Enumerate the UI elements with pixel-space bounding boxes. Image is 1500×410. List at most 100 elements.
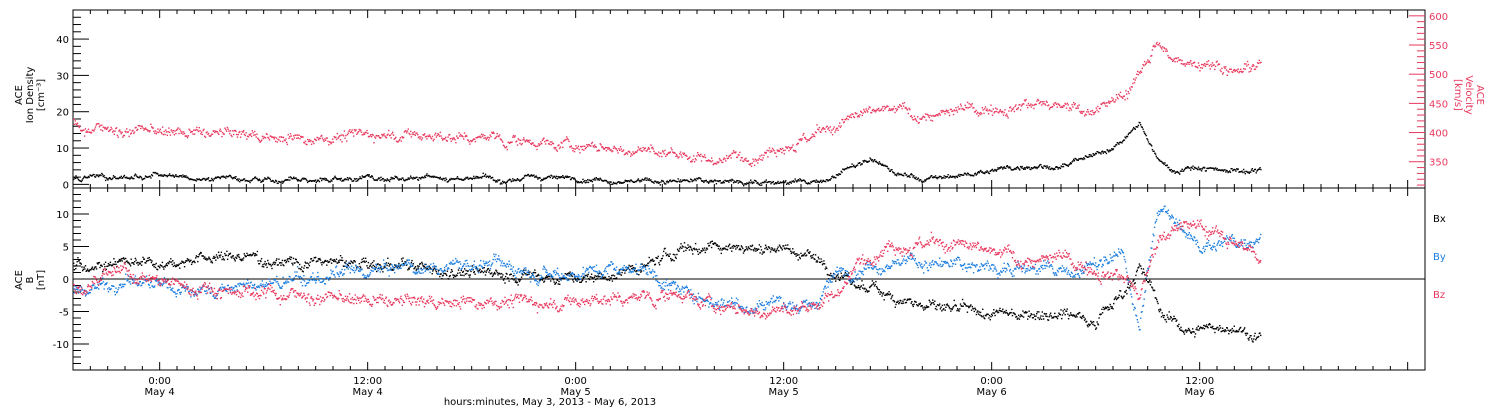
velocity-point bbox=[1186, 61, 1189, 64]
bx-point bbox=[926, 306, 928, 309]
bx-point bbox=[584, 274, 587, 277]
bx-point bbox=[715, 244, 718, 247]
velocity-point bbox=[722, 158, 725, 161]
velocity-point bbox=[1077, 107, 1079, 109]
velocity-point bbox=[535, 145, 537, 148]
bx-point bbox=[749, 245, 752, 247]
bx-point bbox=[235, 257, 238, 259]
density-point bbox=[128, 177, 130, 179]
bx-point bbox=[556, 279, 559, 281]
density-point bbox=[685, 179, 687, 181]
velocity-point bbox=[840, 125, 842, 127]
density-point bbox=[949, 175, 952, 177]
density-point bbox=[528, 175, 530, 177]
velocity-point bbox=[363, 132, 365, 134]
bx-point bbox=[796, 254, 799, 256]
density-point bbox=[591, 181, 594, 183]
bx-point bbox=[341, 257, 343, 259]
density-point bbox=[665, 181, 668, 183]
bx-point bbox=[663, 250, 665, 253]
velocity-point bbox=[944, 113, 946, 115]
velocity-point bbox=[335, 136, 337, 138]
bx-point bbox=[848, 272, 850, 274]
bx-point bbox=[302, 271, 304, 273]
bx-point bbox=[450, 269, 453, 271]
bx-point bbox=[779, 245, 781, 248]
density-point bbox=[477, 177, 480, 179]
bx-point bbox=[546, 276, 548, 279]
velocity-point bbox=[95, 124, 97, 126]
bx-point bbox=[554, 282, 557, 285]
velocity-point bbox=[305, 143, 307, 145]
velocity-point bbox=[174, 130, 176, 132]
velocity-point bbox=[1161, 46, 1164, 48]
density-point bbox=[383, 180, 385, 182]
velocity-point bbox=[924, 116, 926, 118]
density-point bbox=[626, 180, 629, 183]
density-point bbox=[1112, 148, 1115, 150]
density-point bbox=[442, 177, 445, 180]
bx-point bbox=[109, 261, 112, 263]
density-point bbox=[199, 179, 201, 181]
density-point bbox=[765, 179, 767, 181]
density-point bbox=[446, 181, 448, 183]
density-point bbox=[163, 174, 165, 176]
density-point bbox=[362, 176, 364, 178]
velocity-point bbox=[602, 147, 604, 149]
velocity-point bbox=[367, 135, 370, 138]
density-point bbox=[664, 183, 666, 185]
density-point bbox=[924, 179, 926, 181]
density-point bbox=[371, 175, 374, 178]
bx-point bbox=[487, 268, 489, 270]
bx-point bbox=[86, 269, 88, 272]
density-point bbox=[1083, 157, 1085, 159]
bx-point bbox=[923, 306, 926, 308]
velocity-point bbox=[801, 138, 803, 140]
bx-point bbox=[844, 272, 847, 274]
density-point bbox=[106, 178, 108, 180]
velocity-point bbox=[843, 121, 845, 123]
bx-point bbox=[581, 280, 583, 282]
bx-point bbox=[104, 265, 106, 268]
bx-point bbox=[970, 309, 973, 311]
bx-point bbox=[422, 265, 424, 267]
bx-point bbox=[328, 261, 331, 263]
density-point bbox=[710, 181, 712, 183]
density-point bbox=[886, 165, 888, 168]
density-point bbox=[783, 181, 785, 184]
velocity-point bbox=[350, 131, 353, 133]
density-point bbox=[913, 175, 915, 177]
velocity-point bbox=[842, 119, 844, 121]
density-point bbox=[201, 178, 204, 180]
velocity-point bbox=[119, 131, 122, 133]
bx-point bbox=[417, 267, 419, 269]
velocity-point bbox=[551, 141, 553, 143]
density-point bbox=[597, 179, 599, 181]
density-point bbox=[354, 178, 356, 180]
velocity-point bbox=[479, 135, 481, 137]
density-point bbox=[1094, 154, 1096, 156]
bx-point bbox=[468, 274, 470, 276]
velocity-point bbox=[1108, 100, 1110, 102]
bx-point bbox=[455, 275, 457, 278]
velocity-point bbox=[644, 147, 647, 149]
density-point bbox=[335, 178, 338, 180]
bx-point bbox=[691, 249, 693, 252]
velocity-point bbox=[645, 150, 647, 152]
velocity-point bbox=[223, 133, 225, 135]
bx-point bbox=[227, 255, 229, 257]
bx-point bbox=[415, 269, 417, 271]
velocity-point bbox=[565, 138, 567, 141]
bx-point bbox=[1126, 293, 1128, 295]
bx-point bbox=[629, 268, 631, 271]
velocity-point bbox=[260, 140, 262, 142]
density-point bbox=[184, 176, 186, 178]
bx-point bbox=[631, 265, 634, 267]
bx-point bbox=[471, 265, 474, 267]
velocity-y-tick-label: 550 bbox=[1429, 41, 1448, 52]
velocity-point bbox=[926, 113, 928, 116]
density-point bbox=[840, 170, 842, 173]
bx-point bbox=[138, 263, 141, 265]
bx-point bbox=[953, 299, 955, 302]
bx-point bbox=[445, 273, 447, 275]
